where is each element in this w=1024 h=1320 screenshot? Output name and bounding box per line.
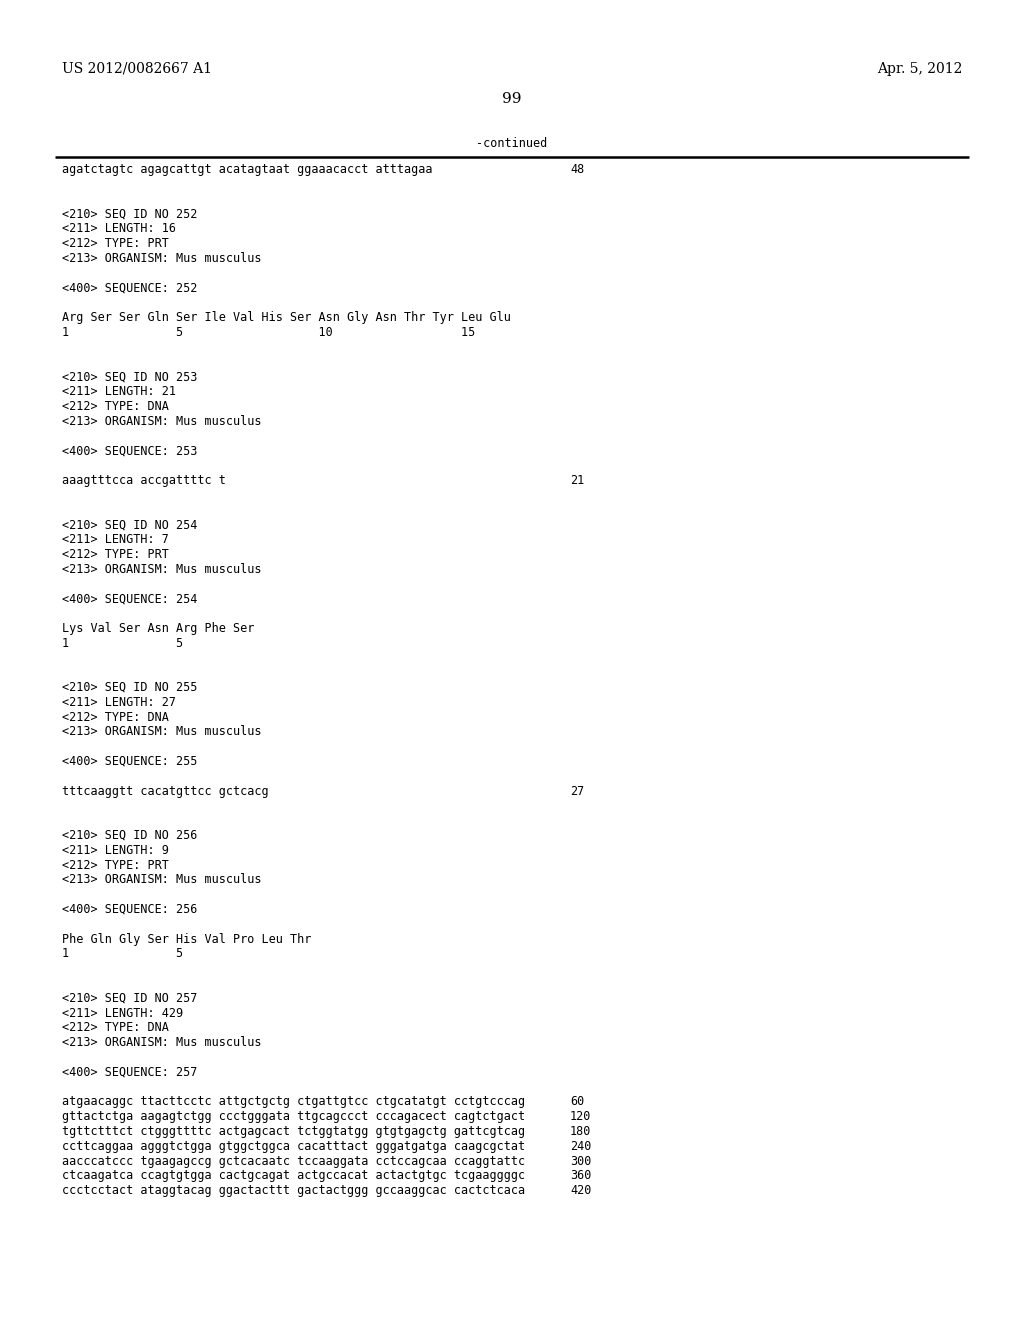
Text: <213> ORGANISM: Mus musculus: <213> ORGANISM: Mus musculus	[62, 1036, 261, 1049]
Text: <212> TYPE: PRT: <212> TYPE: PRT	[62, 238, 169, 249]
Text: 120: 120	[570, 1110, 592, 1123]
Text: US 2012/0082667 A1: US 2012/0082667 A1	[62, 62, 212, 77]
Text: <400> SEQUENCE: 255: <400> SEQUENCE: 255	[62, 755, 198, 768]
Text: 21: 21	[570, 474, 585, 487]
Text: <213> ORGANISM: Mus musculus: <213> ORGANISM: Mus musculus	[62, 874, 261, 887]
Text: <400> SEQUENCE: 256: <400> SEQUENCE: 256	[62, 903, 198, 916]
Text: 240: 240	[570, 1139, 592, 1152]
Text: <212> TYPE: PRT: <212> TYPE: PRT	[62, 858, 169, 871]
Text: 180: 180	[570, 1125, 592, 1138]
Text: aaagtttcca accgattttc t: aaagtttcca accgattttc t	[62, 474, 226, 487]
Text: <211> LENGTH: 16: <211> LENGTH: 16	[62, 222, 176, 235]
Text: <400> SEQUENCE: 252: <400> SEQUENCE: 252	[62, 281, 198, 294]
Text: <212> TYPE: PRT: <212> TYPE: PRT	[62, 548, 169, 561]
Text: <213> ORGANISM: Mus musculus: <213> ORGANISM: Mus musculus	[62, 414, 261, 428]
Text: <400> SEQUENCE: 257: <400> SEQUENCE: 257	[62, 1065, 198, 1078]
Text: <210> SEQ ID NO 256: <210> SEQ ID NO 256	[62, 829, 198, 842]
Text: agatctagtc agagcattgt acatagtaat ggaaacacct atttagaa: agatctagtc agagcattgt acatagtaat ggaaaca…	[62, 162, 432, 176]
Text: 420: 420	[570, 1184, 592, 1197]
Text: 360: 360	[570, 1170, 592, 1183]
Text: Apr. 5, 2012: Apr. 5, 2012	[877, 62, 962, 77]
Text: 1               5: 1 5	[62, 948, 183, 961]
Text: gttactctga aagagtctgg ccctgggata ttgcagccct cccagacect cagtctgact: gttactctga aagagtctgg ccctgggata ttgcagc…	[62, 1110, 525, 1123]
Text: <212> TYPE: DNA: <212> TYPE: DNA	[62, 400, 169, 413]
Text: -continued: -continued	[476, 137, 548, 150]
Text: Arg Ser Ser Gln Ser Ile Val His Ser Asn Gly Asn Thr Tyr Leu Glu: Arg Ser Ser Gln Ser Ile Val His Ser Asn …	[62, 312, 511, 323]
Text: 99: 99	[502, 92, 522, 106]
Text: 48: 48	[570, 162, 585, 176]
Text: Lys Val Ser Asn Arg Phe Ser: Lys Val Ser Asn Arg Phe Ser	[62, 622, 254, 635]
Text: <211> LENGTH: 429: <211> LENGTH: 429	[62, 1007, 183, 1019]
Text: <210> SEQ ID NO 253: <210> SEQ ID NO 253	[62, 370, 198, 383]
Text: <211> LENGTH: 7: <211> LENGTH: 7	[62, 533, 169, 546]
Text: ctcaagatca ccagtgtgga cactgcagat actgccacat actactgtgc tcgaaggggc: ctcaagatca ccagtgtgga cactgcagat actgcca…	[62, 1170, 525, 1183]
Text: <210> SEQ ID NO 255: <210> SEQ ID NO 255	[62, 681, 198, 694]
Text: 1               5: 1 5	[62, 636, 183, 649]
Text: tgttctttct ctgggttttc actgagcact tctggtatgg gtgtgagctg gattcgtcag: tgttctttct ctgggttttc actgagcact tctggta…	[62, 1125, 525, 1138]
Text: <212> TYPE: DNA: <212> TYPE: DNA	[62, 1022, 169, 1035]
Text: <211> LENGTH: 27: <211> LENGTH: 27	[62, 696, 176, 709]
Text: atgaacaggc ttacttcctc attgctgctg ctgattgtcc ctgcatatgt cctgtcccag: atgaacaggc ttacttcctc attgctgctg ctgattg…	[62, 1096, 525, 1109]
Text: <213> ORGANISM: Mus musculus: <213> ORGANISM: Mus musculus	[62, 726, 261, 738]
Text: tttcaaggtt cacatgttcc gctcacg: tttcaaggtt cacatgttcc gctcacg	[62, 784, 268, 797]
Text: ccctcctact ataggtacag ggactacttt gactactggg gccaaggcac cactctcaca: ccctcctact ataggtacag ggactacttt gactact…	[62, 1184, 525, 1197]
Text: ccttcaggaa agggtctgga gtggctggca cacatttact gggatgatga caagcgctat: ccttcaggaa agggtctgga gtggctggca cacattt…	[62, 1139, 525, 1152]
Text: <210> SEQ ID NO 252: <210> SEQ ID NO 252	[62, 207, 198, 220]
Text: 300: 300	[570, 1155, 592, 1168]
Text: <400> SEQUENCE: 254: <400> SEQUENCE: 254	[62, 593, 198, 605]
Text: <211> LENGTH: 9: <211> LENGTH: 9	[62, 843, 169, 857]
Text: <213> ORGANISM: Mus musculus: <213> ORGANISM: Mus musculus	[62, 562, 261, 576]
Text: 27: 27	[570, 784, 585, 797]
Text: 1               5                   10                  15: 1 5 10 15	[62, 326, 475, 339]
Text: <212> TYPE: DNA: <212> TYPE: DNA	[62, 710, 169, 723]
Text: 60: 60	[570, 1096, 585, 1109]
Text: aacccatccc tgaagagccg gctcacaatc tccaaggata cctccagcaa ccaggtattc: aacccatccc tgaagagccg gctcacaatc tccaagg…	[62, 1155, 525, 1168]
Text: <400> SEQUENCE: 253: <400> SEQUENCE: 253	[62, 445, 198, 457]
Text: <211> LENGTH: 21: <211> LENGTH: 21	[62, 385, 176, 399]
Text: <210> SEQ ID NO 257: <210> SEQ ID NO 257	[62, 991, 198, 1005]
Text: <213> ORGANISM: Mus musculus: <213> ORGANISM: Mus musculus	[62, 252, 261, 265]
Text: <210> SEQ ID NO 254: <210> SEQ ID NO 254	[62, 519, 198, 531]
Text: Phe Gln Gly Ser His Val Pro Leu Thr: Phe Gln Gly Ser His Val Pro Leu Thr	[62, 933, 311, 945]
